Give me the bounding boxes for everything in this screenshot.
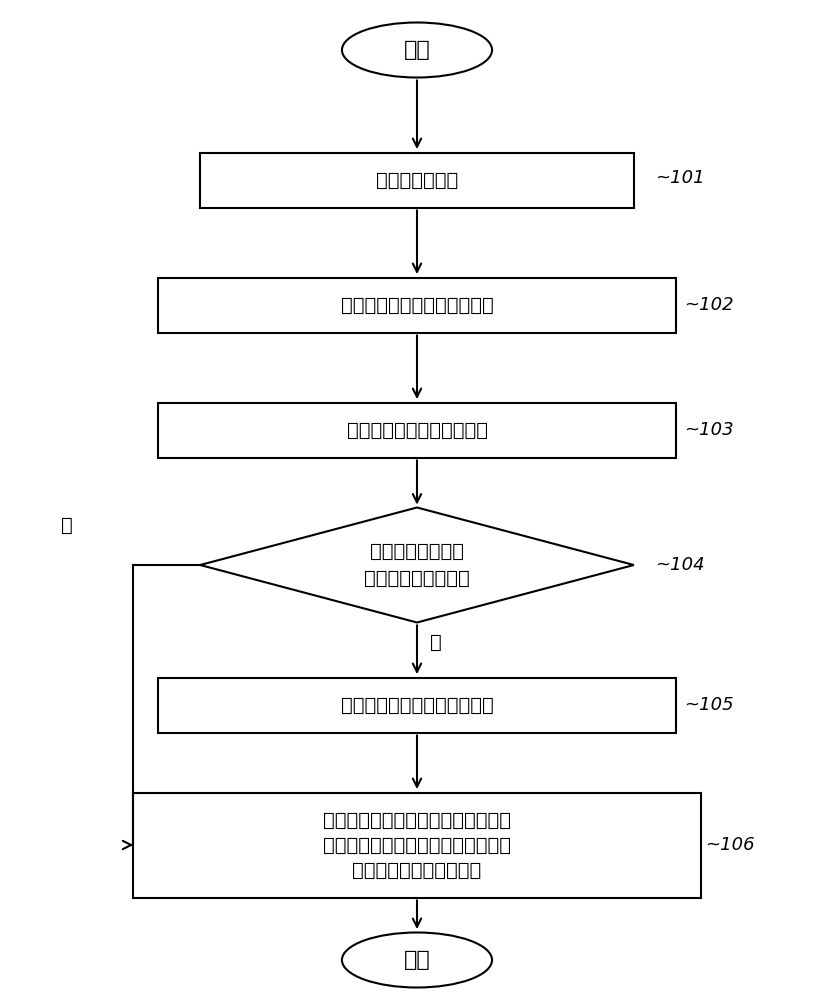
Text: ~106: ~106 [705,836,755,854]
Text: 否: 否 [61,516,73,534]
Text: 判断第一日志的长
度是否大于预设阈值: 判断第一日志的长 度是否大于预设阈值 [364,542,470,588]
Text: 获取报错日志并进行预处理: 获取报错日志并进行预处理 [346,420,488,440]
Text: 是: 是 [430,633,441,652]
Text: ~103: ~103 [684,421,734,439]
Text: 创建规则数据库: 创建规则数据库 [376,170,458,190]
Text: 对第一日志分词得到第二日志: 对第一日志分词得到第二日志 [340,696,494,714]
Text: ~104: ~104 [655,556,705,574]
Text: 通过操作页面操作规则数据库: 通过操作页面操作规则数据库 [340,296,494,314]
Text: ~101: ~101 [655,169,705,187]
Text: 将第二日志与规则数据库中的归类规
则进行匹配，设置对应的异常错误类
型为报错日志的错误标识: 将第二日志与规则数据库中的归类规 则进行匹配，设置对应的异常错误类 型为报错日志… [323,810,511,880]
Text: ~102: ~102 [684,296,734,314]
Text: 结束: 结束 [404,950,430,970]
Text: ~105: ~105 [684,696,734,714]
Text: 开始: 开始 [404,40,430,60]
